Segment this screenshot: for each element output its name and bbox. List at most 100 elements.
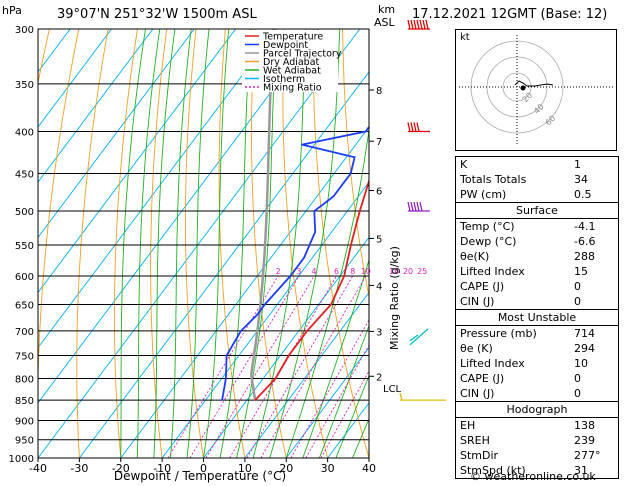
isotherm-line	[38, 29, 71, 73]
wind-barb-feather	[413, 201, 417, 212]
index-label: Dewp (°C)	[460, 235, 517, 248]
wind-barb-feather	[410, 19, 414, 30]
footer-credit: © weatheronline.co.uk	[470, 470, 596, 483]
dewpoint-point	[264, 303, 266, 306]
wind-barb-feather	[425, 19, 429, 30]
wind-barb-feather	[422, 19, 426, 30]
x-tick-label: -30	[70, 462, 88, 475]
mixing-ratio-line	[290, 319, 369, 458]
wind-barb-feather	[416, 19, 420, 30]
index-label: CAPE (J)	[460, 372, 505, 385]
index-label: θe (K)	[460, 342, 493, 355]
wind-barb-feather	[399, 392, 403, 401]
mixing-ratio-tick-label: 6	[334, 267, 339, 276]
index-row: Lifted Index 15	[456, 264, 618, 279]
legend-label: Dewpoint	[263, 40, 308, 51]
index-label: θe(K)	[460, 250, 490, 263]
temperature-point	[274, 377, 277, 380]
isotherm-line	[38, 29, 236, 294]
mixing-ratio-line	[305, 344, 369, 458]
pressure-tick-label: 800	[15, 374, 34, 385]
wet-adiabat-line	[203, 29, 230, 458]
index-value: 0	[574, 387, 581, 400]
km-tick-label: 6	[376, 186, 382, 197]
index-value: -4.1	[574, 220, 596, 233]
hodograph-storm-motion	[520, 85, 526, 91]
km-tick-label: 4	[376, 281, 382, 292]
skewt-diagram: 3003504004505005506006507007508008509009…	[9, 19, 446, 483]
index-value: 288	[574, 250, 595, 263]
temperature-point	[371, 173, 373, 175]
x-tick-label: 0	[200, 462, 207, 475]
mixing-ratio-tick-label: 10	[361, 267, 371, 276]
km-tick-label: 8	[376, 86, 382, 97]
dewpoint-point	[441, 73, 443, 75]
pressure-tick-label: 700	[15, 327, 34, 338]
index-label: Lifted Index	[460, 265, 525, 278]
legend-label: Parcel Trajectory	[263, 49, 342, 60]
wind-barb-feather	[410, 201, 414, 212]
surface-title: Surface	[456, 203, 618, 219]
index-value: 294	[574, 342, 595, 355]
km-tick-label: 2	[376, 372, 382, 383]
index-value: 714	[574, 327, 595, 340]
index-value: 138	[574, 419, 595, 432]
mixing-ratio-line	[320, 370, 369, 458]
index-label: SREH	[460, 434, 490, 447]
wind-barb-feather	[409, 334, 419, 342]
wet-adiabat-line	[169, 29, 192, 458]
mixing-ratio-line	[246, 275, 354, 458]
wind-barb-feather	[407, 122, 411, 132]
hodograph-title: Hodograph	[456, 402, 618, 418]
index-label: Pressure (mb)	[460, 327, 537, 340]
legend-label: Mixing Ratio	[263, 83, 322, 94]
index-value: 1	[574, 158, 581, 171]
wind-barb-feather	[407, 201, 411, 212]
dewpoint-point	[349, 172, 352, 175]
dewpoint-point	[303, 256, 305, 259]
pressure-tick-label: 600	[15, 272, 34, 283]
km-tick-label: 3	[376, 327, 382, 338]
temperature-point	[405, 83, 407, 85]
asl-label: ASL	[374, 16, 395, 29]
wind-barbs	[399, 19, 446, 401]
wind-barb-feather	[416, 201, 420, 212]
legend-label: Dry Adiabat	[263, 57, 320, 68]
index-row: EH 138	[456, 418, 618, 433]
mixing-ratio-tick-label: 16	[389, 267, 399, 276]
wind-barb-feather	[419, 19, 423, 30]
temperature-line	[254, 178, 369, 401]
dry-adiabat-line	[38, 29, 80, 458]
wind-barb-feather	[419, 201, 423, 212]
index-value: 31	[574, 464, 588, 477]
pressure-tick-label: 900	[15, 416, 34, 427]
dewpoint-point	[289, 275, 292, 277]
mixing-ratio-tick-label: 20	[403, 267, 413, 276]
index-value: 277°	[574, 449, 601, 462]
index-value: 0	[574, 372, 581, 385]
x-tick-label: 40	[362, 462, 376, 475]
index-value: 0	[574, 280, 581, 293]
isotherm-line	[38, 29, 112, 128]
dewpoint-point	[353, 156, 356, 159]
isotherm-line	[38, 29, 154, 183]
mixing-ratio-tick-label: 3	[296, 267, 301, 276]
pressure-tick-label: 300	[15, 25, 34, 36]
index-label: EH	[460, 419, 476, 432]
legend-label: Isotherm	[263, 74, 305, 85]
dewpoint-point	[386, 103, 388, 105]
dry-adiabat-line	[342, 29, 369, 300]
pressure-tick-label: 500	[15, 207, 34, 218]
temperature-point	[287, 354, 290, 357]
pressure-tick-label: 750	[15, 351, 34, 362]
isotherm-line	[38, 29, 319, 404]
temperature-point	[343, 275, 345, 277]
mixing-ratio-tick-label: 4	[312, 267, 317, 276]
index-value: 15	[574, 265, 588, 278]
temperature-point	[306, 330, 308, 332]
pressure-tick-label: 950	[15, 436, 34, 447]
x-tick-label: -10	[153, 462, 171, 475]
surface-section: Surface Temp (°C) -4.1 Dewp (°C) -6.6 θe(K) 2…	[456, 203, 618, 310]
mixing-ratio-tick-label: 25	[417, 267, 427, 276]
